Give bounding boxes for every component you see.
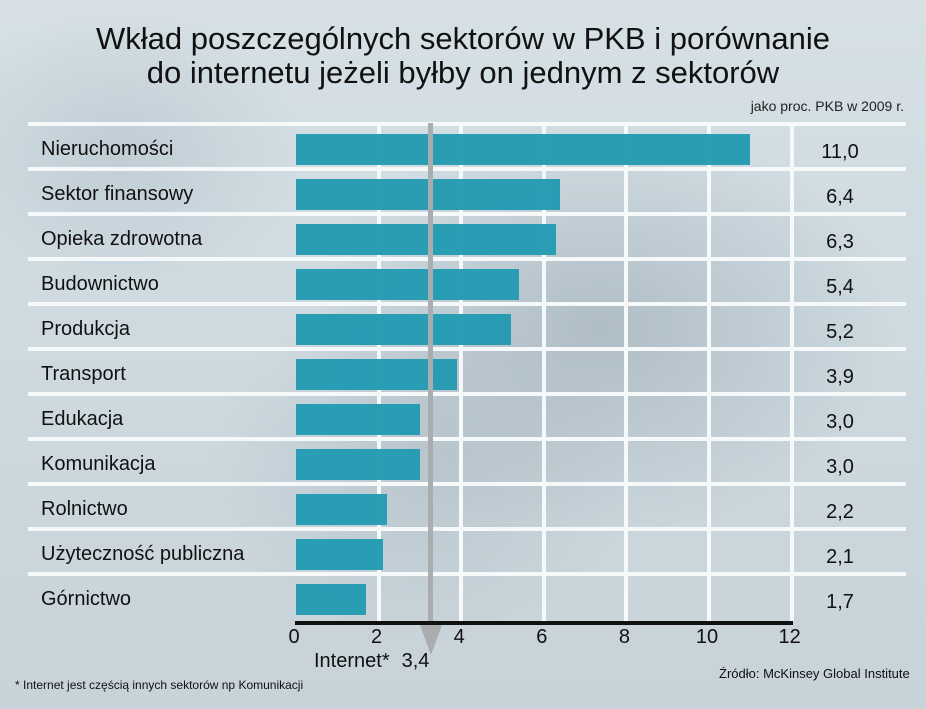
row-separator xyxy=(28,482,906,486)
value-label: 3,0 xyxy=(826,456,854,478)
row-separator xyxy=(28,302,906,306)
row-separator xyxy=(28,212,906,216)
bar xyxy=(296,314,511,345)
row-separator xyxy=(28,167,906,171)
x-axis-tick-label: 10 xyxy=(695,626,719,648)
internet-value-text: 3,4 xyxy=(401,650,430,672)
bar xyxy=(296,179,561,210)
chart-title: Wkład poszczególnych sektorów w PKB i po… xyxy=(0,22,926,90)
chart-subtitle: jako proc. PKB w 2009 r. xyxy=(750,98,904,114)
bar xyxy=(296,539,383,570)
gridline-vertical xyxy=(789,123,794,621)
row-separator xyxy=(28,347,906,351)
gridline-vertical xyxy=(624,123,629,621)
row-separator xyxy=(28,122,906,126)
x-axis-line xyxy=(295,621,793,625)
internet-arrow-icon xyxy=(420,625,443,655)
category-label: Sektor finansowy xyxy=(41,183,194,205)
category-label: Rolnictwo xyxy=(41,498,128,520)
chart-title-line1: Wkład poszczególnych sektorów w PKB i po… xyxy=(95,21,830,56)
x-axis-tick-label: 6 xyxy=(536,626,548,648)
category-label: Produkcja xyxy=(41,318,130,340)
gridline-vertical xyxy=(459,123,464,621)
bar xyxy=(296,134,751,165)
x-axis-tick-label: 12 xyxy=(778,626,801,648)
x-axis-tick-label: 2 xyxy=(371,626,383,648)
gridline-vertical xyxy=(707,123,711,621)
category-label: Edukacja xyxy=(41,408,124,430)
internet-marker-label: Internet* 3,4 xyxy=(314,650,429,673)
row-separator xyxy=(28,572,906,576)
row-separator xyxy=(28,392,906,396)
row-separator xyxy=(28,437,906,441)
internet-label-text: Internet* xyxy=(314,650,390,672)
row-separator xyxy=(28,527,906,531)
bar xyxy=(296,584,367,615)
bar xyxy=(296,269,520,300)
value-label: 11,0 xyxy=(821,141,859,163)
value-label: 3,0 xyxy=(826,411,854,433)
category-label: Nieruchomości xyxy=(41,138,174,160)
category-label: Budownictwo xyxy=(41,273,159,295)
value-label: 5,4 xyxy=(826,276,854,298)
chart-title-line2: do internetu jeżeli byłby on jednym z se… xyxy=(146,55,780,90)
category-label: Transport xyxy=(41,363,126,385)
footnote: * Internet jest częścią innych sektorów … xyxy=(15,678,304,692)
x-axis-tick-label: 8 xyxy=(618,626,630,648)
category-label: Górnictwo xyxy=(41,588,132,610)
category-label: Komunikacja xyxy=(41,453,156,475)
value-label: 1,7 xyxy=(826,591,854,613)
internet-reference-line xyxy=(428,123,434,621)
category-label: Użyteczność publiczna xyxy=(41,543,245,565)
value-label: 3,9 xyxy=(826,366,854,388)
value-label: 2,1 xyxy=(826,546,854,568)
bar xyxy=(296,224,557,255)
row-separator xyxy=(28,257,906,261)
value-label: 6,3 xyxy=(826,231,854,253)
bar xyxy=(296,494,387,525)
x-axis-tick-label: 0 xyxy=(288,626,300,648)
value-label: 6,4 xyxy=(826,186,854,208)
category-label: Opieka zdrowotna xyxy=(41,228,203,250)
value-label: 2,2 xyxy=(826,501,854,523)
source-note: Źródło: McKinsey Global Institute xyxy=(719,666,910,681)
x-axis-tick-label: 4 xyxy=(453,626,465,648)
bar xyxy=(296,404,420,435)
value-label: 5,2 xyxy=(826,321,854,343)
gridline-vertical xyxy=(541,123,546,621)
bar xyxy=(296,449,420,480)
